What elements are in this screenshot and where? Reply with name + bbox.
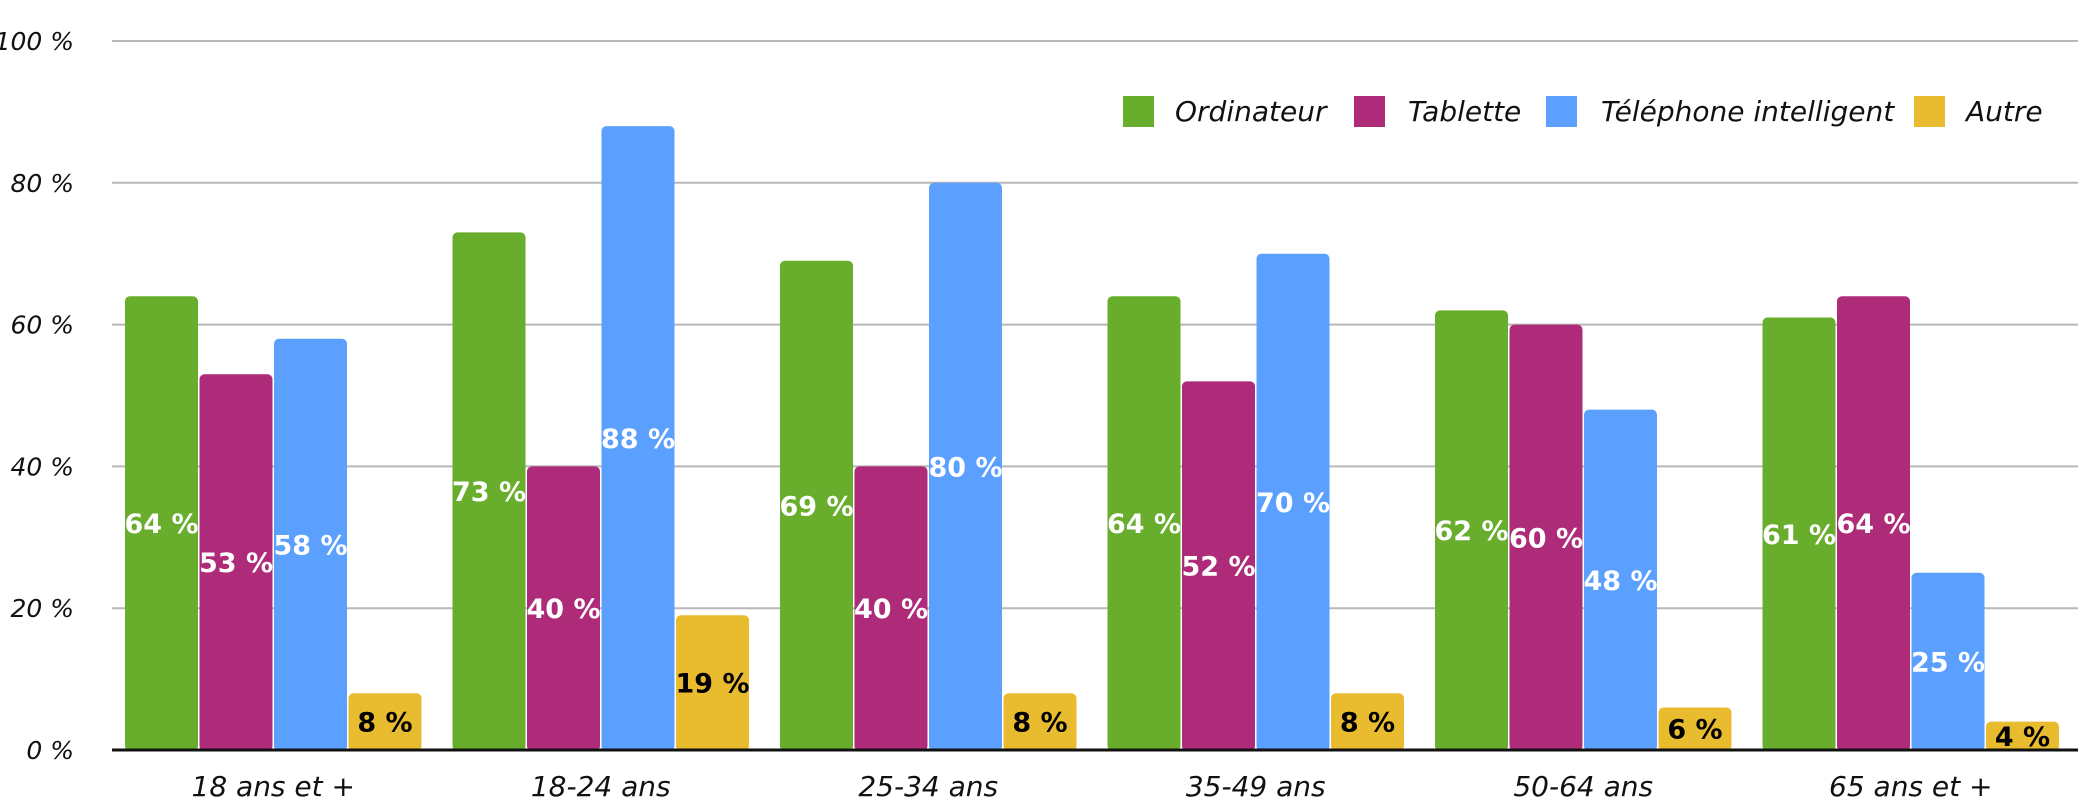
legend-label: Tablette [1408,95,1521,128]
bar [1911,572,1985,751]
bar [1331,693,1404,751]
bar [1837,296,1910,751]
y-tick-label: 100 % [0,27,74,56]
bar [601,126,675,751]
data-label: 70 % [1256,488,1330,519]
data-label: 61 % [1762,520,1836,551]
data-label: 53 % [199,548,273,579]
legend-label: Téléphone intelligent [1601,95,1895,128]
data-label: 40 % [526,594,600,625]
data-label: 8 % [1012,708,1067,739]
data-label: 58 % [273,530,347,561]
bar [1003,693,1077,751]
bar [527,466,600,751]
data-label: 64 % [1107,509,1181,540]
data-label: 19 % [675,669,749,700]
data-labels: 64 %53 %58 %8 %73 %40 %88 %19 %69 %40 %8… [124,424,2050,753]
bar [1658,707,1732,751]
y-tick-label: 60 % [10,311,74,340]
legend-swatch [1354,96,1385,127]
y-tick-label: 40 % [10,452,74,481]
data-label: 73 % [452,477,526,508]
bar [1182,381,1255,751]
gridlines [112,40,2078,610]
x-tick-label: 35-49 ans [1186,770,1326,803]
bar [929,182,1002,752]
data-label: 60 % [1509,523,1583,554]
bars [125,126,2059,752]
x-tick-label: 18 ans et + [192,770,356,803]
legend-label: Autre [1964,95,2043,128]
data-label: 88 % [601,424,675,455]
bar [1584,409,1657,751]
data-label: 80 % [928,452,1002,483]
y-tick-label: 80 % [10,169,74,198]
bar [274,338,347,751]
bar [1256,253,1330,751]
legend-swatch [1914,96,1945,127]
bar [1107,296,1181,751]
bar [1435,310,1508,751]
data-label: 52 % [1181,552,1255,583]
x-tick-label: 65 ans et + [1829,770,1993,803]
y-tick-label: 0 % [26,736,74,765]
legend-label: Ordinateur [1175,95,1328,128]
data-label: 62 % [1434,516,1508,547]
bar [348,693,422,751]
bar [125,296,198,751]
y-axis-ticks: 0 % 20 % 40 % 60 % 80 % 100 % [0,27,74,765]
bar [199,374,273,751]
data-label: 48 % [1583,566,1657,597]
x-tick-label: 18-24 ans [531,770,671,803]
bar [452,232,526,751]
x-axis-ticks: 18 ans et + 18-24 ans 25-34 ans 35-49 ans 50… [192,770,1993,803]
bar [854,466,928,751]
x-tick-label: 50-64 ans [1513,770,1653,803]
bar [1509,324,1583,751]
bar [1986,721,2059,751]
data-label: 25 % [1911,647,1985,678]
y-tick-label: 20 % [10,594,74,623]
x-tick-label: 25-34 ans [858,770,998,803]
bar [676,615,749,751]
data-label: 40 % [854,594,928,625]
legend: Ordinateur Tablette Téléphone intelligent A… [1123,95,2043,128]
data-label: 64 % [124,509,198,540]
bar [1762,317,1836,751]
data-label: 64 % [1836,509,1910,540]
data-label: 4 % [1995,722,2050,753]
legend-swatch [1546,96,1577,127]
bar [780,260,853,751]
data-label: 69 % [779,491,853,522]
legend-swatch [1123,96,1154,127]
data-label: 8 % [357,708,412,739]
data-label: 6 % [1667,715,1722,746]
data-label: 8 % [1340,708,1395,739]
